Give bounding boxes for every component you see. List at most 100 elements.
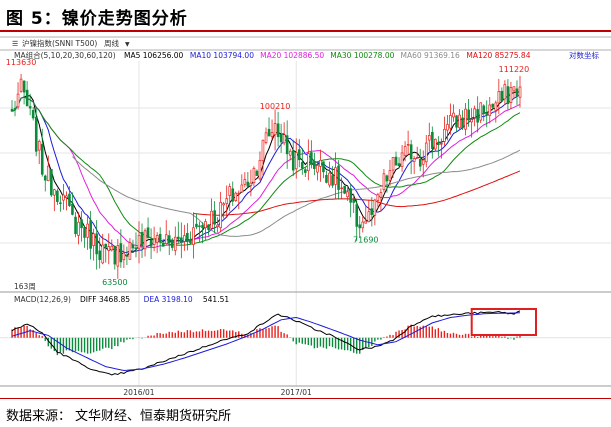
candle-body [494, 102, 498, 111]
candle-body [19, 78, 23, 92]
candle-body [213, 210, 216, 225]
x-tick-label: 2017/01 [281, 388, 312, 395]
candle-body [506, 86, 510, 104]
candle-body [443, 128, 446, 142]
candle-body [210, 210, 213, 229]
candle-body [104, 243, 108, 248]
macd-lines [11, 310, 521, 376]
candle-body [189, 239, 192, 244]
x-axis-ticks: 2016/01 2017/01 [123, 388, 312, 395]
toolbar-period[interactable]: 周线 [104, 38, 119, 48]
candle-body [180, 237, 183, 243]
figure-title: 图 5：镍价走势图分析 [6, 9, 188, 29]
candle-body [358, 224, 362, 229]
candle-body [273, 123, 277, 136]
candle-body [376, 194, 380, 201]
candle-body [113, 245, 117, 265]
candle-body [146, 227, 150, 239]
candle-body [440, 143, 443, 145]
candle-body [361, 221, 365, 229]
candle-body [285, 135, 289, 155]
candle-body [276, 123, 280, 138]
candle-body [337, 165, 340, 190]
candle-body [418, 159, 422, 167]
candle-body [249, 182, 253, 186]
candle-body [173, 236, 177, 251]
source-label: 数据来源： [6, 409, 72, 424]
source-text: 文华财经、恒泰期货研究所 [75, 409, 232, 424]
candle-body [198, 225, 201, 227]
macd-histogram [11, 324, 521, 356]
candlesticks [10, 73, 522, 279]
candle-body [134, 247, 138, 250]
price-annotations: 113630 63500 100210 71690 111220 [6, 58, 529, 287]
candle-body [421, 159, 425, 165]
candle-body [518, 86, 522, 98]
ma-legend-item: MA60 91369.16 [401, 51, 461, 60]
candle-body [355, 204, 359, 227]
candle-body [261, 139, 265, 161]
candle-body [237, 192, 241, 195]
candle-body [101, 244, 105, 264]
log-scale-label[interactable]: 对数坐标 [569, 50, 599, 60]
candle-body [479, 102, 483, 121]
candle-body [95, 233, 98, 255]
toolbar-symbol-icon: ☰ [12, 40, 18, 48]
period-dropdown-icon[interactable]: ▼ [125, 41, 130, 48]
macd-legend-item: DEA 3198.10 [144, 295, 193, 304]
candle-body [497, 91, 501, 104]
ma60-line [72, 149, 521, 237]
candle-body [485, 112, 489, 115]
candle-body [382, 173, 386, 190]
macd-legend-item: 541.51 [203, 295, 229, 304]
candle-body [304, 169, 307, 173]
candle-body [252, 167, 256, 184]
candle-body [427, 135, 431, 141]
price-annotation: 113630 [6, 58, 37, 67]
candle-body [158, 233, 162, 242]
bar-count-label: 163周 [14, 282, 36, 291]
candle-body [204, 221, 207, 229]
candle-body [59, 202, 62, 204]
candle-body [473, 108, 476, 118]
candle-body [488, 104, 492, 116]
candle-body [515, 88, 519, 97]
macd-highlight-box [470, 308, 538, 336]
candle-body [234, 192, 238, 201]
candle-body [403, 146, 407, 156]
candle-body [434, 138, 437, 150]
candle-body [164, 234, 168, 244]
candle-body [246, 181, 250, 187]
candle-body [122, 252, 126, 261]
candle-body [379, 192, 383, 198]
candle-body [40, 143, 44, 175]
candle-body [219, 201, 222, 228]
candle-body [125, 255, 129, 257]
ma-group-label: MA组合(5,10,20,30,60,120) [14, 50, 116, 60]
candle-body [116, 245, 120, 267]
candle-body [22, 80, 26, 93]
candle-body [195, 223, 198, 228]
candle-body [500, 90, 504, 102]
candle-body [161, 243, 165, 247]
candle-body [316, 165, 319, 173]
candle-body [155, 235, 159, 243]
candle-body [34, 116, 38, 152]
candle-body [231, 188, 235, 202]
candle-body [186, 232, 189, 242]
candle-body [128, 242, 132, 260]
ma20-line [11, 96, 521, 249]
candle-body [470, 119, 473, 123]
candle-body [258, 159, 262, 180]
candle-body [476, 109, 479, 123]
candle-body [77, 221, 80, 236]
candle-body [56, 190, 59, 202]
candle-body [86, 223, 89, 238]
candle-body [119, 243, 123, 263]
candle-body [71, 203, 74, 215]
ma-legend-item: MA30 100278.00 [330, 51, 394, 60]
candle-body [394, 156, 398, 166]
toolbar-symbol[interactable]: 沪镍指数(SNNI T500) [22, 38, 97, 48]
candle-body [240, 184, 244, 193]
candle-body [74, 216, 77, 235]
